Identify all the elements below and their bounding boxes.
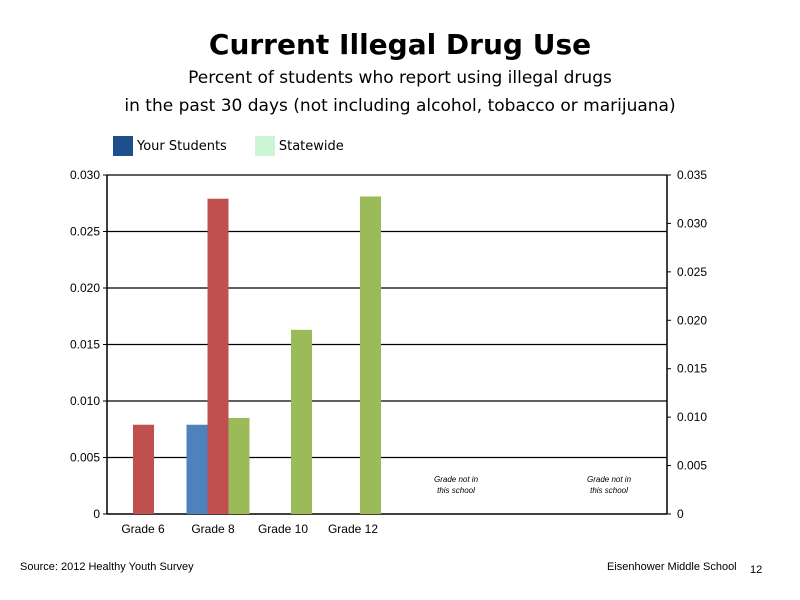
x-axis-category-label: Grade 8 [191,522,235,536]
x-axis-category-label: Grade 12 [328,522,378,536]
left-axis-tick-label: 0.025 [70,225,100,239]
legend-label-your-students: Your Students [137,138,227,154]
left-axis-tick-label: 0.010 [70,394,100,408]
legend-swatch-statewide [254,136,275,156]
bar [228,417,250,514]
right-axis-tick-label: 0.030 [677,216,707,230]
right-axis-tick-label: 0.035 [677,168,707,182]
grade-not-in-school-note: this school [590,486,628,495]
legend-item-your-students: Your Students [113,136,227,156]
right-axis-tick-label: 0.005 [677,459,707,473]
bar [291,329,312,514]
chart-title: Current Illegal Drug Use [208,28,592,61]
grade-not-in-school-note: this school [437,486,475,495]
school-name: Eisenhower Middle School [607,561,737,573]
left-axis-tick-label: 0 [93,507,100,521]
right-axis-tick-label: 0.025 [677,265,707,279]
grade-not-in-school-note: Grade not in [434,475,479,484]
page-number: 12 [750,564,763,576]
right-axis-tick-label: 0 [677,507,684,521]
x-axis-category-label: Grade 6 [121,522,165,536]
legend-item-statewide: Statewide [254,136,344,156]
right-axis-tick-label: 0.015 [677,362,707,376]
left-axis-tick-label: 0.005 [70,451,100,465]
right-axis-tick-label: 0.010 [677,410,707,424]
grade-not-in-school-note: Grade not in [587,475,632,484]
bar [360,196,381,514]
chart-subtitle-line-1: Percent of students who report using ill… [188,68,612,88]
bar [133,424,154,514]
source-note: Source: 2012 Healthy Youth Survey [20,561,194,573]
legend-swatch-your-students [113,136,133,156]
right-axis-tick-label: 0.020 [677,313,707,327]
left-axis-tick-label: 0.020 [70,281,100,295]
left-axis-tick-label: 0.015 [70,338,100,352]
x-axis-category-label: Grade 10 [258,522,308,536]
legend-label-statewide: Statewide [278,138,344,154]
chart-subtitle-line-2: in the past 30 days (not including alcoh… [124,96,676,116]
legend: Your Students Statewide [113,136,372,156]
left-axis-tick-label: 0.030 [70,168,100,182]
bar [186,424,208,514]
bar [207,198,229,515]
